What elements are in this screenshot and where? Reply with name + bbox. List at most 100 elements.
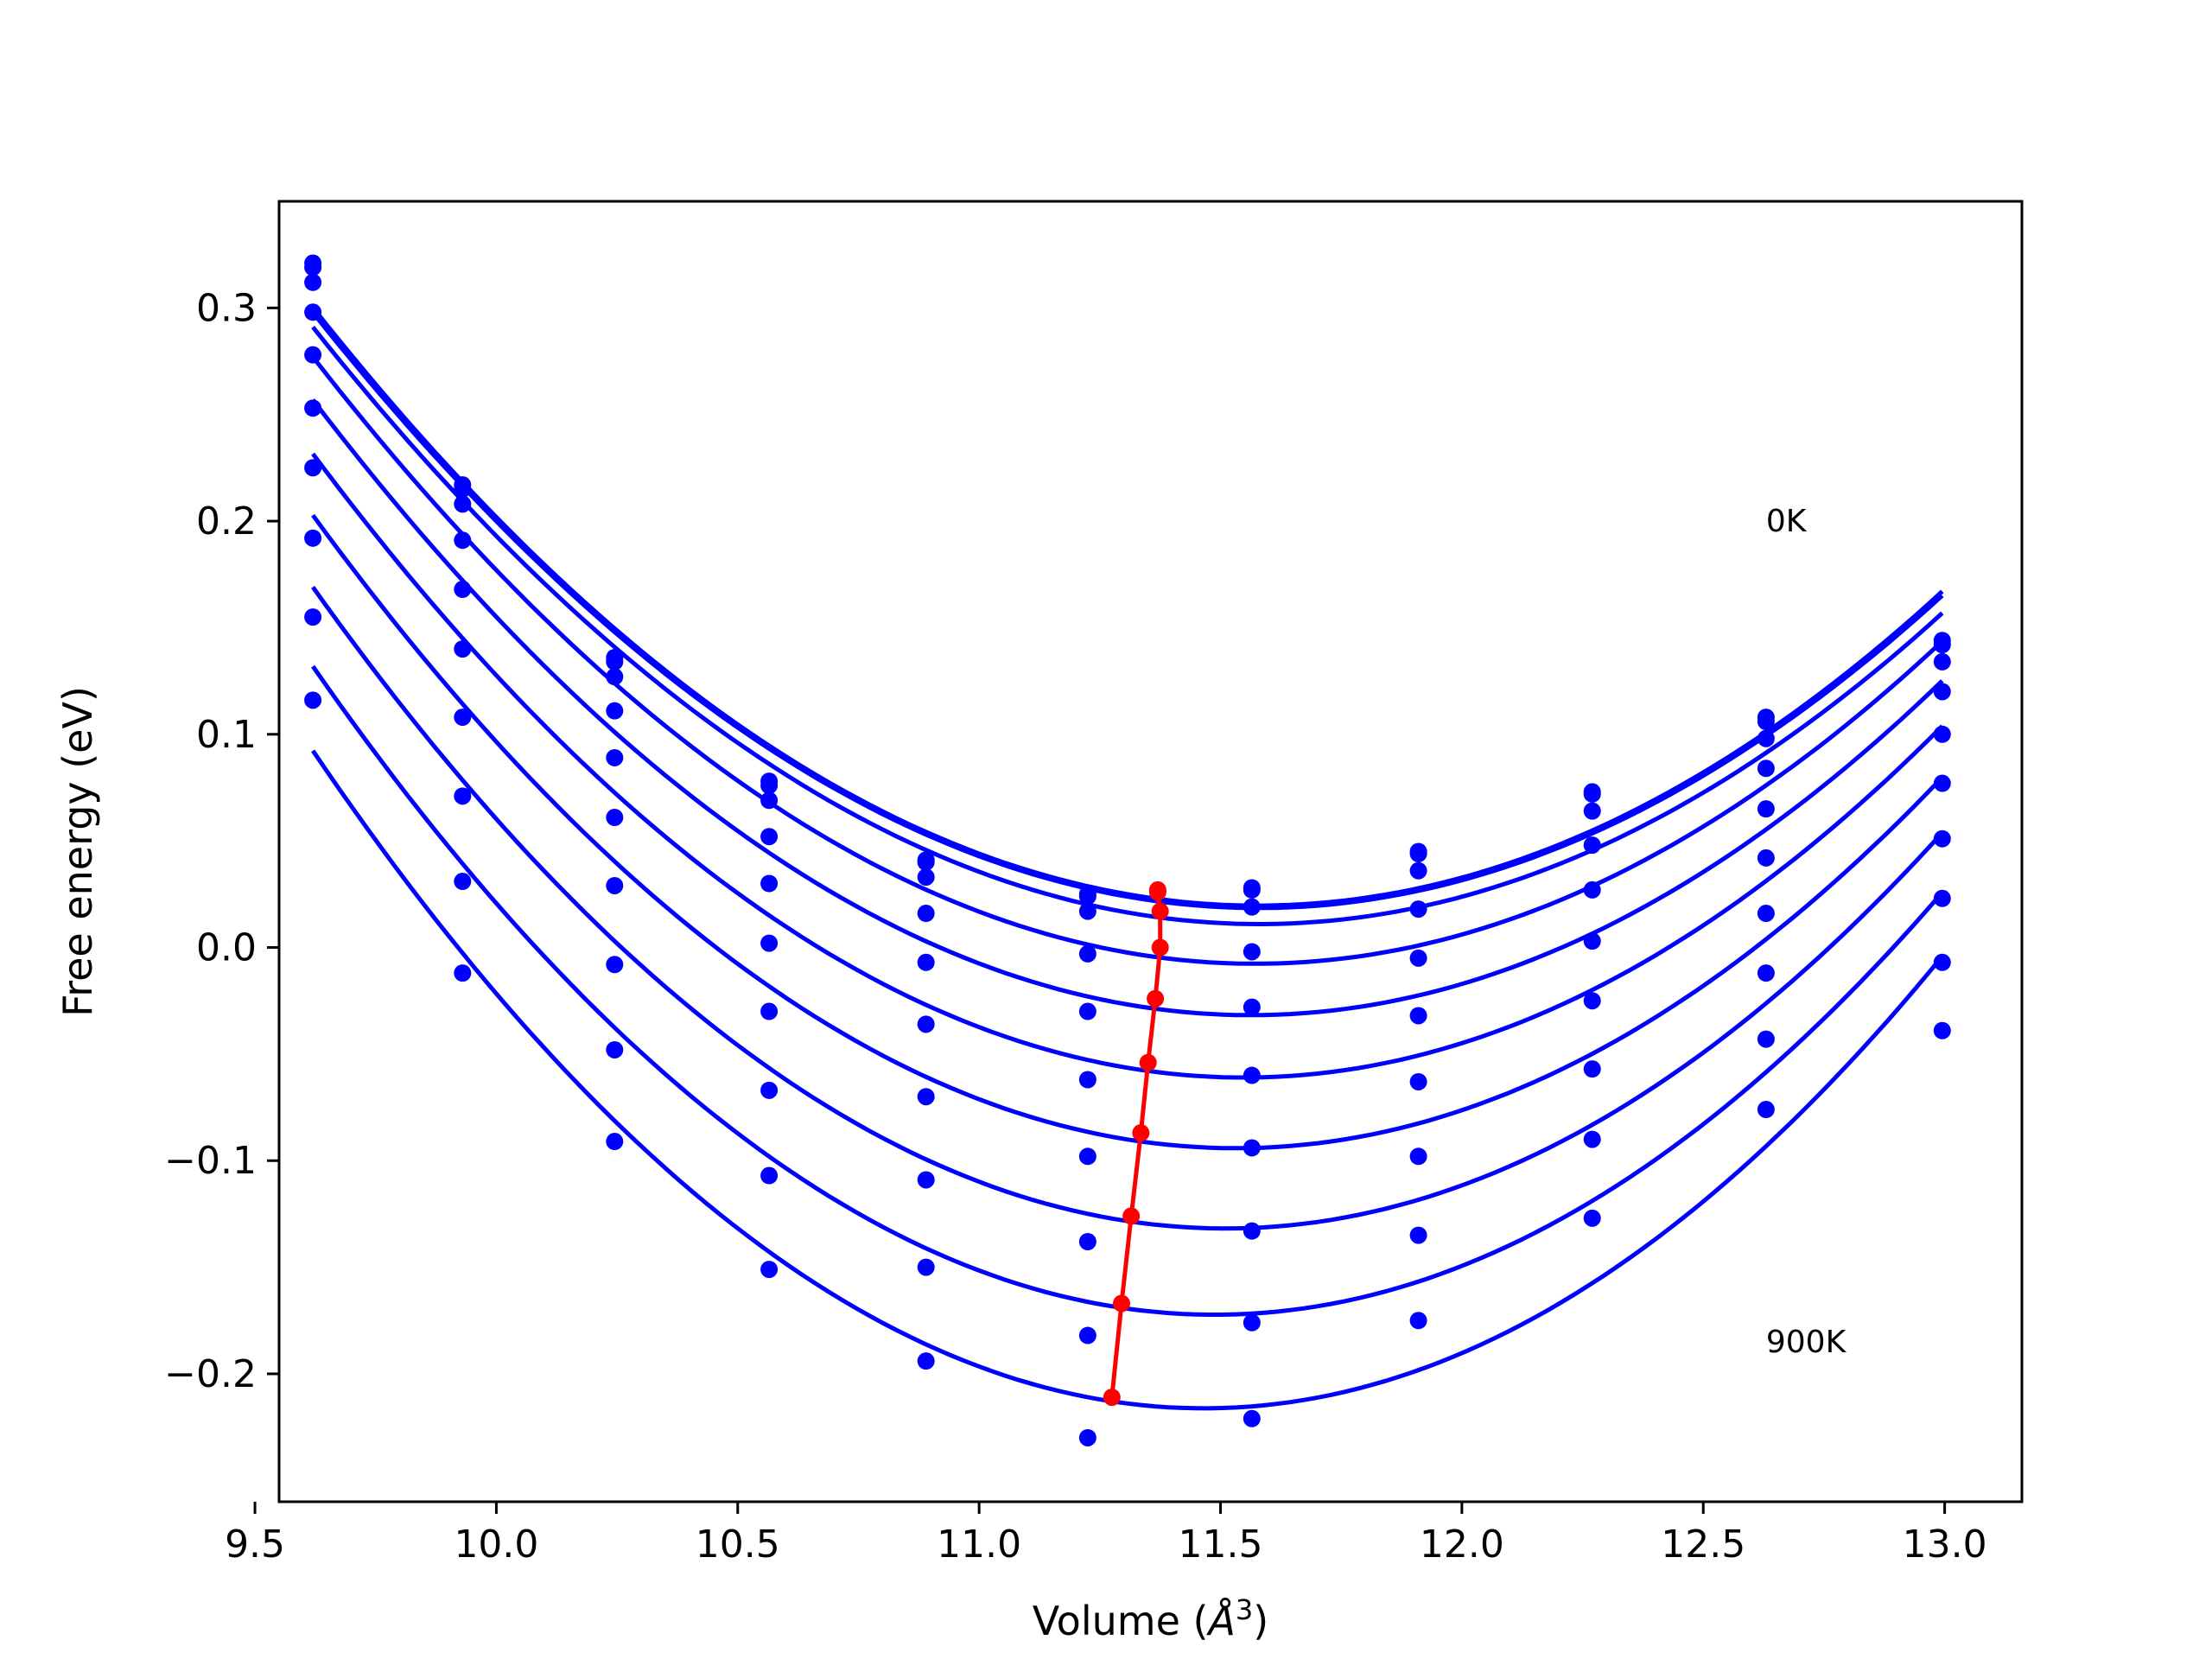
data-point bbox=[917, 853, 935, 871]
annotation-label: 900K bbox=[1766, 1325, 1847, 1360]
data-point bbox=[917, 1088, 935, 1106]
y-axis-ticks: −0.2 −0.1 0.0 0.1 0.2 0.3 bbox=[164, 286, 279, 1396]
data-point bbox=[606, 809, 624, 827]
x-tick-label: 9.5 bbox=[225, 1522, 285, 1567]
minimum-point bbox=[1148, 883, 1166, 901]
minimum-point bbox=[1147, 989, 1165, 1007]
data-point bbox=[760, 934, 779, 952]
fit-curve-6 bbox=[311, 513, 1944, 1151]
annotations: 0K 900K bbox=[1766, 504, 1847, 1360]
x-tick-label: 11.5 bbox=[1179, 1522, 1263, 1567]
data-point bbox=[1933, 652, 1951, 671]
minimum-line bbox=[1103, 880, 1169, 1407]
data-point bbox=[1078, 1428, 1096, 1446]
data-point bbox=[1243, 898, 1261, 916]
x-axis-ticks: 9.5 10.0 10.5 11.0 11.5 12.0 12.5 13.0 bbox=[225, 1502, 1987, 1567]
data-point bbox=[1933, 953, 1951, 971]
data-point bbox=[1243, 1313, 1261, 1332]
data-point bbox=[1078, 1147, 1096, 1166]
data-point bbox=[760, 1081, 779, 1099]
data-point bbox=[1243, 1409, 1261, 1427]
data-point bbox=[1757, 964, 1775, 982]
data-point bbox=[1583, 836, 1601, 855]
data-point bbox=[1583, 1130, 1601, 1148]
fit-curve-5 bbox=[311, 452, 1944, 1080]
data-point bbox=[1933, 636, 1951, 654]
data-point bbox=[304, 303, 322, 321]
data-point bbox=[760, 828, 779, 846]
data-point bbox=[1078, 1071, 1096, 1089]
x-tick-label: 10.5 bbox=[696, 1522, 780, 1567]
data-point bbox=[606, 1040, 624, 1058]
data-point bbox=[606, 668, 624, 686]
data-point bbox=[1757, 849, 1775, 867]
data-point bbox=[917, 953, 935, 971]
data-point bbox=[917, 1171, 935, 1189]
minimum-point bbox=[1151, 902, 1169, 920]
data-point bbox=[454, 531, 472, 550]
data-point bbox=[1757, 760, 1775, 778]
data-point bbox=[606, 748, 624, 766]
data-point bbox=[760, 1166, 779, 1185]
y-tick-label: 0.0 bbox=[196, 926, 257, 970]
data-point bbox=[1078, 944, 1096, 963]
data-point bbox=[304, 691, 322, 709]
y-tick-label: 0.1 bbox=[196, 713, 257, 757]
data-point bbox=[1583, 1209, 1601, 1227]
data-point bbox=[1243, 1139, 1261, 1157]
data-point bbox=[1409, 844, 1427, 862]
data-point bbox=[917, 1352, 935, 1370]
data-point bbox=[1757, 729, 1775, 747]
data-point bbox=[304, 346, 322, 364]
data-point bbox=[1583, 880, 1601, 899]
x-axis-label: Volume (Å3) bbox=[1033, 1593, 1268, 1644]
data-point bbox=[1243, 880, 1261, 899]
minimum-point bbox=[1112, 1294, 1130, 1313]
data-point bbox=[1583, 802, 1601, 820]
data-point bbox=[606, 876, 624, 894]
data-point bbox=[304, 608, 322, 626]
data-point bbox=[1757, 1101, 1775, 1119]
data-point bbox=[454, 787, 472, 805]
data-point bbox=[606, 1133, 624, 1151]
y-tick-label: −0.1 bbox=[164, 1139, 257, 1183]
data-point bbox=[1933, 774, 1951, 792]
x-tick-label: 10.0 bbox=[454, 1522, 538, 1567]
data-point bbox=[454, 964, 472, 982]
data-point bbox=[917, 1258, 935, 1276]
minimum-trace bbox=[1109, 889, 1163, 1398]
plot-frame bbox=[277, 200, 2024, 1503]
annotation-label: 0K bbox=[1766, 504, 1808, 539]
data-point bbox=[1583, 1060, 1601, 1078]
fit-curve-0 bbox=[311, 306, 1944, 908]
data-point bbox=[1078, 1002, 1096, 1020]
data-point bbox=[606, 702, 624, 720]
data-point bbox=[1583, 932, 1601, 950]
data-point bbox=[454, 581, 472, 599]
data-point bbox=[606, 956, 624, 974]
data-point bbox=[304, 273, 322, 291]
data-point bbox=[1078, 1233, 1096, 1250]
data-point bbox=[1243, 998, 1261, 1016]
data-point bbox=[1757, 713, 1775, 730]
data-point bbox=[1078, 902, 1096, 920]
x-tick-label: 12.5 bbox=[1661, 1522, 1745, 1567]
data-point bbox=[1409, 1072, 1427, 1090]
data-point bbox=[1243, 943, 1261, 961]
data-point bbox=[1243, 1222, 1261, 1240]
data-point bbox=[1757, 800, 1775, 818]
data-point bbox=[917, 905, 935, 923]
x-tick-label: 12.0 bbox=[1420, 1522, 1504, 1567]
data-point bbox=[760, 777, 779, 795]
data-point bbox=[454, 480, 472, 499]
data-point bbox=[454, 495, 472, 513]
data-point bbox=[1409, 949, 1427, 967]
data-point bbox=[917, 1015, 935, 1033]
minimum-point bbox=[1132, 1124, 1150, 1142]
data-point bbox=[1243, 1066, 1261, 1084]
data-point bbox=[1409, 1312, 1427, 1330]
minimum-point bbox=[1151, 938, 1169, 957]
data-point bbox=[917, 868, 935, 887]
